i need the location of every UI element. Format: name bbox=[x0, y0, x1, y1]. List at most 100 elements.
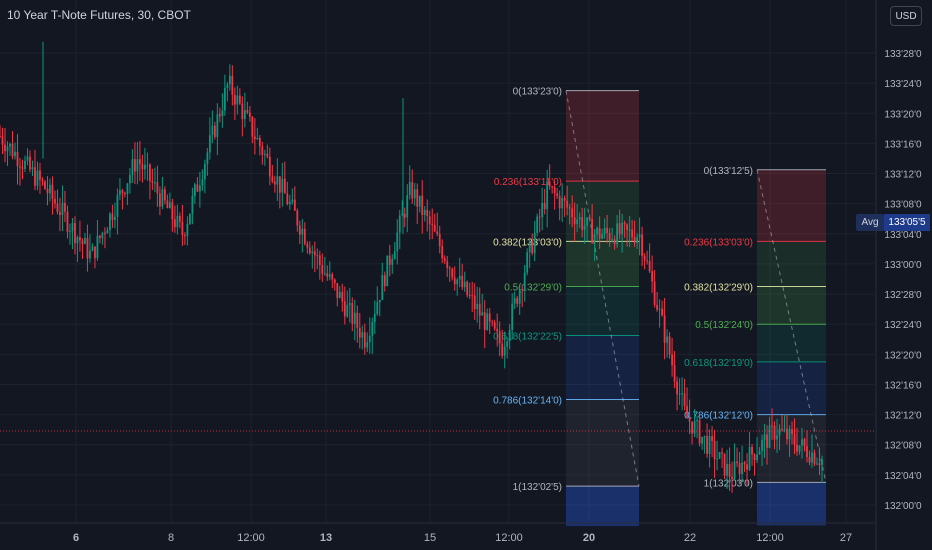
candle-body bbox=[114, 216, 116, 220]
candle-body bbox=[19, 166, 21, 168]
candle-body bbox=[678, 393, 681, 395]
candle-body bbox=[99, 235, 101, 239]
price-axis-label: 132'28'0 bbox=[884, 290, 922, 301]
candle-body bbox=[423, 209, 426, 216]
candle-body bbox=[701, 436, 703, 444]
fib-retracement-left[interactable]: 0(133'23'0) 0.236(133'11'0) 0.382(133'03'0… bbox=[493, 87, 640, 527]
candle-body bbox=[353, 312, 356, 324]
candle-body bbox=[243, 110, 246, 119]
candle-body bbox=[193, 184, 196, 197]
candle-body bbox=[511, 303, 514, 330]
candle-body bbox=[0, 135, 1, 137]
candle-body bbox=[144, 165, 146, 170]
candle-body bbox=[366, 342, 369, 348]
candle-body bbox=[21, 167, 24, 169]
price-axis[interactable]: 133'28'0 133'24'0 133'20'0 133'16'0 133'12'0… bbox=[875, 0, 922, 550]
candle-body bbox=[623, 222, 626, 225]
candle-body bbox=[698, 420, 701, 444]
candle-body bbox=[766, 434, 768, 448]
fib-level-label: 0(133'12'5) bbox=[704, 166, 753, 177]
candle-body bbox=[476, 303, 479, 310]
candle-body bbox=[116, 195, 119, 217]
candle-body bbox=[601, 234, 604, 239]
candle-body bbox=[14, 151, 16, 157]
candle-body bbox=[506, 341, 509, 347]
candle-body bbox=[646, 260, 649, 262]
fib-zone bbox=[757, 324, 826, 362]
candle-body bbox=[221, 110, 224, 117]
candle-body bbox=[378, 299, 381, 303]
candle-body bbox=[528, 241, 531, 253]
fib-trend-line[interactable] bbox=[565, 90, 640, 487]
candle-body bbox=[588, 217, 591, 220]
candle-body bbox=[358, 327, 361, 338]
candle-body bbox=[258, 137, 261, 147]
candle-body bbox=[333, 279, 336, 284]
candle-body bbox=[391, 259, 394, 265]
candle-body bbox=[676, 381, 678, 395]
candle-body bbox=[56, 203, 59, 213]
candle-body bbox=[516, 298, 519, 304]
candle-body bbox=[756, 454, 758, 461]
candle-body bbox=[336, 283, 339, 298]
candle-body bbox=[541, 202, 544, 218]
time-axis[interactable]: 6 8 12:00 13 15 12:00 20 22 12:00 27 bbox=[0, 522, 875, 544]
candle-body bbox=[706, 435, 708, 454]
candle-body bbox=[261, 146, 264, 155]
candle-body bbox=[791, 429, 793, 435]
candle-body bbox=[151, 181, 154, 183]
candle-body bbox=[96, 235, 99, 259]
candle-body bbox=[41, 179, 44, 182]
candle-body bbox=[481, 312, 484, 316]
candle-body bbox=[101, 232, 104, 239]
candle-body bbox=[748, 446, 751, 470]
candle-body bbox=[531, 241, 534, 254]
candle-body bbox=[608, 232, 611, 240]
fib-trend-line[interactable] bbox=[756, 169, 827, 483]
currency-button[interactable]: USD bbox=[890, 6, 922, 26]
time-axis-label: 22 bbox=[684, 532, 696, 544]
candle-body bbox=[688, 417, 691, 422]
candle-body bbox=[69, 231, 71, 233]
candle-body bbox=[733, 461, 736, 479]
candle-body bbox=[64, 202, 66, 212]
fib-level-label: 0.5(132'24'0) bbox=[695, 320, 753, 331]
candle-body bbox=[161, 189, 164, 207]
candle-body bbox=[198, 185, 201, 192]
fib-retracement-right[interactable]: 0(133'12'5) 0.236(133'03'0) 0.382(132'29'0… bbox=[684, 166, 827, 526]
time-axis-label: 12:00 bbox=[237, 532, 265, 544]
candle-body bbox=[171, 202, 174, 220]
chart-title: 10 Year T-Note Futures, 30, CBOT bbox=[7, 8, 191, 22]
candle-body bbox=[368, 335, 371, 343]
candle-body bbox=[246, 110, 249, 113]
candle-body bbox=[134, 159, 136, 172]
candle-body bbox=[536, 216, 539, 233]
candle-body bbox=[498, 331, 501, 344]
candle-body bbox=[796, 444, 798, 452]
candle-body bbox=[226, 84, 229, 89]
candle-body bbox=[1, 136, 4, 145]
candle-body bbox=[523, 272, 526, 290]
candle-body bbox=[203, 164, 206, 180]
candle-body bbox=[313, 251, 316, 256]
candle-body bbox=[693, 421, 696, 434]
candle-body bbox=[421, 195, 424, 216]
price-axis-label: 133'04'0 bbox=[884, 230, 922, 241]
candle-body bbox=[323, 273, 326, 275]
candle-body bbox=[456, 279, 459, 285]
fib-level-label: 0.618(132'22'5) bbox=[493, 332, 562, 343]
candle-body bbox=[503, 346, 506, 356]
price-axis-label: 132'00'0 bbox=[884, 501, 922, 512]
candle-body bbox=[373, 314, 376, 323]
candle-body bbox=[526, 252, 529, 273]
candle-body bbox=[416, 189, 419, 207]
candle-body bbox=[618, 223, 621, 235]
candle-body bbox=[571, 208, 574, 218]
candle-body bbox=[381, 275, 384, 300]
candle-body bbox=[206, 152, 209, 165]
candle-body bbox=[301, 228, 304, 235]
price-axis-label: 132'04'0 bbox=[884, 471, 922, 482]
candle-body bbox=[228, 75, 231, 85]
